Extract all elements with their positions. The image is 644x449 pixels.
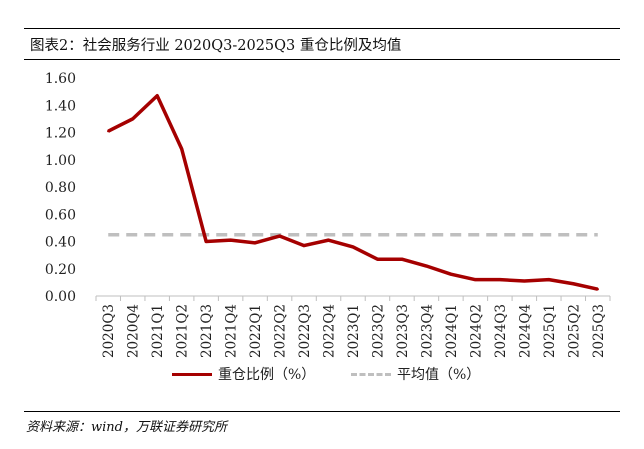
data-point — [547, 278, 551, 281]
y-tick-label: 1.40 — [45, 98, 76, 114]
data-point — [253, 241, 257, 245]
data-point — [523, 279, 526, 283]
legend: 重仓比例（%） 平均值（%） — [0, 364, 644, 386]
data-point — [572, 282, 575, 285]
y-tick-label: 1.20 — [45, 126, 76, 142]
y-tick-label: 0.80 — [45, 180, 76, 196]
legend-item-average: 平均值（%） — [351, 364, 480, 384]
y-tick-label: 1.00 — [45, 153, 76, 169]
x-tick-label: 2021Q1 — [150, 304, 166, 358]
data-point — [155, 94, 159, 97]
x-tick-label: 2022Q4 — [322, 304, 338, 358]
x-tick-label: 2021Q3 — [199, 304, 215, 358]
legend-dashed-line-swatch — [351, 372, 391, 376]
y-tick-label: 1.60 — [45, 71, 76, 87]
legend-item-position-ratio: 重仓比例（%） — [172, 364, 315, 384]
data-point — [425, 264, 428, 268]
x-tick-label: 2024Q4 — [517, 304, 533, 358]
x-tick-label: 2024Q1 — [444, 304, 460, 358]
x-tick-label: 2023Q1 — [346, 304, 362, 358]
x-axis-tick-labels: 2020Q3 2020Q4 2021Q1 2021Q2 2021Q3 2021Q4 2022… — [101, 304, 607, 358]
x-tick-label: 2023Q3 — [395, 304, 411, 358]
x-tick-label: 2020Q3 — [101, 304, 117, 358]
x-tick-label: 2022Q2 — [273, 304, 289, 358]
position-ratio-line — [107, 93, 599, 291]
data-point — [107, 129, 110, 133]
x-tick-label: 2020Q4 — [126, 304, 142, 358]
y-tick-label: 0.40 — [45, 235, 76, 251]
title-bar: 图表2：社会服务行业 2020Q3-2025Q3 重仓比例及均值 — [24, 28, 620, 60]
x-tick-label: 2024Q3 — [493, 304, 509, 358]
data-point — [351, 245, 355, 249]
x-tick-label: 2021Q2 — [175, 304, 191, 358]
x-tick-label: 2021Q4 — [224, 304, 240, 358]
y-tick-label: 0.60 — [45, 207, 76, 223]
legend-solid-line-swatch — [172, 372, 212, 376]
data-point — [229, 238, 232, 242]
data-point — [278, 234, 281, 238]
y-tick-label: 0.20 — [45, 262, 76, 278]
x-tick-label: 2025Q2 — [566, 304, 582, 358]
x-tick-label: 2022Q3 — [297, 304, 313, 358]
data-point — [474, 278, 477, 281]
x-tick-label: 2025Q1 — [542, 304, 558, 358]
data-point — [302, 244, 306, 247]
data-point — [498, 278, 502, 281]
data-point — [400, 258, 404, 261]
source-divider — [24, 411, 620, 412]
x-tick-label: 2023Q4 — [419, 304, 435, 358]
x-tick-label: 2024Q2 — [468, 304, 484, 358]
x-tick-label: 2022Q1 — [248, 304, 264, 358]
y-axis-ticks: 0.00 0.20 0.40 0.60 0.80 1.00 1.20 1.40 1.60 — [45, 71, 76, 305]
y-tick-label: 0.00 — [45, 289, 76, 305]
figure-title: 图表2：社会服务行业 2020Q3-2025Q3 重仓比例及均值 — [30, 38, 402, 54]
data-point — [449, 273, 453, 276]
source-note: 资料来源：wind，万联证券研究所 — [26, 420, 227, 435]
x-tick-label: 2023Q2 — [370, 304, 386, 358]
legend-label-average: 平均值（%） — [397, 367, 481, 383]
x-tick-label: 2025Q3 — [591, 304, 607, 358]
data-point — [327, 238, 330, 242]
legend-label-position-ratio: 重仓比例（%） — [218, 367, 316, 383]
series-layer — [107, 93, 599, 291]
data-point — [180, 147, 183, 151]
data-point — [376, 258, 379, 261]
x-axis-tick-marks — [95, 296, 611, 301]
data-point — [204, 240, 208, 243]
data-point — [131, 117, 134, 121]
data-point — [596, 287, 599, 291]
